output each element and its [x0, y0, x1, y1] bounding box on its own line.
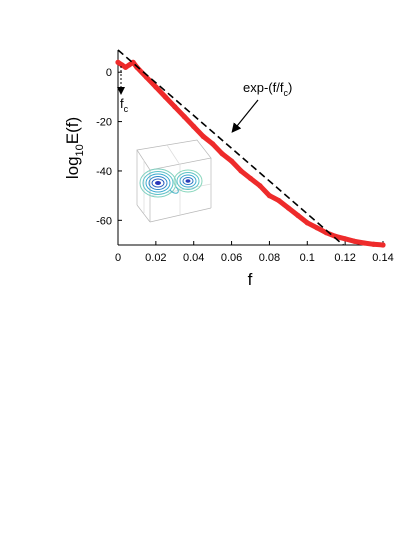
svg-text:exp-(f/fc): exp-(f/fc): [243, 80, 292, 98]
data-point: [219, 151, 225, 157]
attractor-right-lobe: [173, 169, 203, 193]
fit-annotation: exp-(f/fc): [231, 80, 292, 133]
data-point: [153, 84, 159, 90]
attractor-left-lobe: [139, 168, 177, 198]
y-label-sub: 10: [74, 144, 86, 156]
data-point: [210, 141, 216, 147]
data-point: [238, 168, 244, 174]
y-axis-label: log10E(f): [63, 117, 86, 179]
x-tick-label: 0.14: [372, 252, 393, 264]
y-tick-label: -60: [96, 215, 112, 227]
data-point: [162, 94, 168, 100]
x-tick-label: 0.08: [259, 252, 280, 264]
attractor-bridge: [169, 186, 179, 194]
data-point: [115, 59, 121, 65]
svg-text:fc: fc: [120, 96, 129, 114]
y-tick-label: -40: [96, 166, 112, 178]
x-tick-label: 0.04: [183, 252, 204, 264]
data-point: [352, 238, 358, 244]
x-tick-label: 0.1: [300, 252, 315, 264]
data-point: [361, 240, 367, 246]
data-point: [266, 193, 273, 199]
fit-label-main: exp-(f/f: [243, 80, 284, 95]
fit-label-tail: ): [288, 80, 292, 95]
fc-label-sub: c: [124, 104, 129, 114]
series-layer: [115, 49, 386, 248]
fit-arrow: [231, 99, 259, 133]
y-tick-label: -20: [96, 117, 112, 129]
y-axis-ticks: 0 -20 -40 -60: [96, 67, 122, 227]
attractor-inset: [136, 139, 212, 223]
fc-annotation: fc: [117, 66, 129, 114]
data-point: [200, 133, 206, 139]
x-tick-label: 0.12: [334, 252, 355, 264]
data-point: [380, 242, 386, 248]
data-point: [181, 114, 187, 120]
data-point: [122, 64, 129, 70]
x-tick-label: 0: [115, 252, 121, 264]
data-point: [172, 104, 178, 110]
data-point: [257, 183, 263, 189]
data-point: [342, 236, 348, 242]
x-axis-label: f: [248, 270, 253, 289]
data-point: [295, 212, 301, 218]
x-axis-ticks: 0 0.02 0.04 0.06 0.08 0.1 0.12 0.14: [115, 241, 394, 264]
x-tick-label: 0.02: [145, 252, 166, 264]
data-point: [191, 123, 197, 130]
data-point: [126, 62, 132, 68]
svg-text:log10E(f): log10E(f): [63, 117, 86, 179]
y-tick-label: 0: [106, 67, 112, 79]
data-point: [247, 175, 254, 181]
data-point: [119, 62, 125, 68]
data-point: [276, 197, 282, 204]
fc-label-main: f: [120, 96, 124, 111]
fit-series-line: [117, 49, 344, 246]
data-point: [228, 158, 235, 164]
data-point: [370, 241, 377, 247]
data-point: [304, 220, 310, 226]
data-point: [285, 205, 291, 211]
y-label-tail: E(f): [63, 117, 82, 144]
y-label-main: log: [63, 156, 82, 179]
data-point: [314, 225, 320, 231]
fit-label-sub: c: [283, 88, 288, 98]
x-tick-label: 0.06: [221, 252, 242, 264]
plot-frame: [117, 50, 383, 246]
